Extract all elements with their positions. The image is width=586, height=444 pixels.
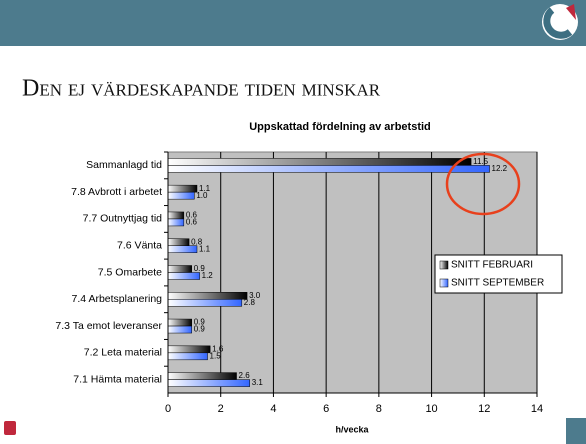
header-band [0, 0, 586, 46]
bar [167, 372, 237, 380]
bar [167, 345, 211, 354]
legend-swatch [439, 278, 449, 288]
value-label: 0.8 [191, 237, 203, 246]
value-label: 1.6 [212, 344, 224, 353]
bar [167, 165, 490, 173]
x-tick-label: 6 [323, 403, 329, 415]
value-label: 3.0 [249, 291, 261, 300]
x-tick-label: 14 [531, 403, 543, 415]
slide-title: Den ej värdeskapande tiden minskar [22, 76, 381, 102]
bar [167, 218, 185, 227]
bar [167, 325, 192, 334]
x-tick-label: 4 [270, 403, 276, 415]
value-label: 0.6 [186, 211, 198, 220]
value-label: 1.1 [199, 244, 211, 253]
legend-swatch [439, 260, 449, 270]
bar [167, 191, 195, 200]
bar [167, 352, 208, 361]
y-tick-label: 7.4 Arbetsplanering [72, 293, 163, 305]
value-label: 11.5 [473, 157, 489, 166]
value-label: 1.1 [199, 184, 211, 193]
bar [167, 238, 190, 246]
bar [167, 292, 248, 300]
bar [167, 245, 198, 253]
highlight-circle [445, 152, 521, 216]
y-tick-label: 7.5 Omarbete [98, 266, 162, 278]
y-tick-label: 7.1 Hämta material [73, 373, 162, 385]
value-label: 1.0 [196, 191, 208, 200]
value-label: 1.5 [210, 351, 222, 360]
bar [167, 272, 200, 280]
bar [167, 379, 250, 387]
value-label: 2.8 [244, 298, 256, 307]
legend [434, 254, 563, 294]
bar [167, 184, 198, 193]
y-tick-label: 7.6 Vänta [117, 240, 162, 252]
legend-label: SNITT SEPTEMBER [451, 278, 544, 289]
y-tick-label: 7.3 Ta emot leveranser [55, 320, 162, 332]
logo-accent [566, 4, 576, 20]
value-label: 0.9 [194, 264, 206, 273]
y-tick-label: 7.8 Avbrott i arbetet [71, 186, 162, 198]
chart-title: Uppskattad fördelning av arbetstid [249, 121, 431, 133]
value-label: 12.2 [492, 164, 508, 173]
x-tick-label: 0 [165, 403, 171, 415]
bar [167, 318, 192, 327]
footer-logo [4, 421, 16, 435]
logo [543, 7, 573, 39]
x-tick-label: 2 [218, 403, 224, 415]
x-tick-label: 10 [425, 403, 437, 415]
value-label: 0.9 [194, 325, 206, 334]
bar [167, 158, 472, 166]
x-axis-title: h/vecka [335, 424, 369, 434]
legend-label: SNITT FEBRUARI [451, 260, 533, 271]
value-label: 3.1 [252, 378, 264, 387]
y-tick-label: Sammanlagd tid [86, 159, 162, 171]
bar [167, 265, 192, 273]
value-label: 0.6 [186, 218, 198, 227]
footer-square [566, 418, 586, 444]
x-tick-label: 12 [478, 403, 490, 415]
value-label: 0.9 [194, 318, 206, 327]
value-label: 1.2 [202, 271, 214, 280]
x-tick-label: 8 [376, 403, 382, 415]
value-label: 2.6 [239, 371, 251, 380]
y-tick-label: 7.2 Leta material [84, 347, 162, 359]
bar [167, 299, 243, 307]
bar [167, 211, 185, 220]
y-tick-label: 7.7 Outnyttjag tid [83, 213, 163, 225]
